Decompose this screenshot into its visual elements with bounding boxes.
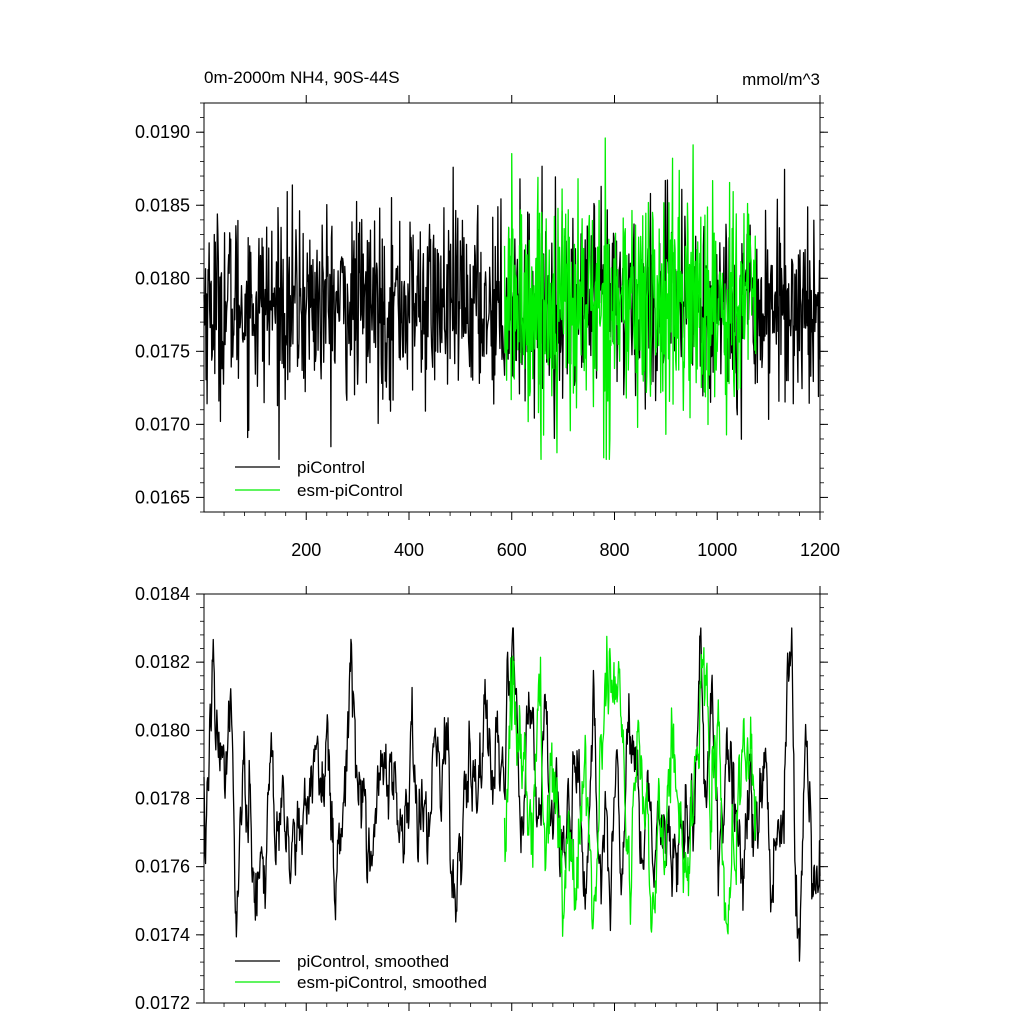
- plot-frame-bottom: [203, 593, 821, 1004]
- legend-label-esm-picontrol-smoothed: esm-piControl, smoothed: [297, 973, 487, 992]
- x-tick-label: 1000: [697, 540, 737, 560]
- chart-title: 0m-2000m NH4, 90S-44S: [204, 68, 400, 87]
- y-tick-label: 0.0170: [135, 414, 190, 434]
- y-tick-label: 0.0180: [135, 268, 190, 288]
- x-tick-label: 800: [599, 540, 629, 560]
- x-tick-label: 600: [497, 540, 527, 560]
- y-tick-label: 0.0178: [135, 789, 190, 809]
- x-tick-label: 400: [394, 540, 424, 560]
- x-tick-label: 1200: [800, 540, 840, 560]
- y-tick-label: 0.0172: [135, 993, 190, 1013]
- y-tick-label: 0.0182: [135, 652, 190, 672]
- units-label: mmol/m^3: [742, 70, 820, 89]
- series-line-esm-picontrol: [503, 137, 757, 461]
- legend-label-esm-picontrol: esm-piControl: [297, 481, 403, 500]
- series-line-picontrol-smoothed: [203, 627, 821, 962]
- y-tick-label: 0.0165: [135, 487, 190, 507]
- top-panel: 0m-2000m NH4, 90S-44S mmol/m^3 200 400 600…: [135, 68, 840, 560]
- y-tick-label: 0.0176: [135, 857, 190, 877]
- x-tick-label: 200: [291, 540, 321, 560]
- legend-bottom: piControl, smoothed esm-piControl, smoot…: [235, 952, 487, 992]
- y-tick-label: 0.0174: [135, 925, 190, 945]
- y-tick-label: 0.0180: [135, 720, 190, 740]
- series-line-esm-picontrol-smoothed: [503, 635, 757, 937]
- y-tick-label: 0.0190: [135, 122, 190, 142]
- y-tick-label: 0.0175: [135, 341, 190, 361]
- plot-frame-top: [203, 102, 821, 513]
- legend-top: piControl esm-piControl: [235, 458, 403, 500]
- y-tick-label: 0.0184: [135, 584, 190, 604]
- bottom-panel: 0.0172 0.0174 0.0176 0.0178 0.0180 0.0182 0.01…: [135, 584, 828, 1013]
- y-tick-label: 0.0185: [135, 195, 190, 215]
- legend-label-picontrol-smoothed: piControl, smoothed: [297, 952, 449, 971]
- legend-label-picontrol: piControl: [297, 458, 365, 477]
